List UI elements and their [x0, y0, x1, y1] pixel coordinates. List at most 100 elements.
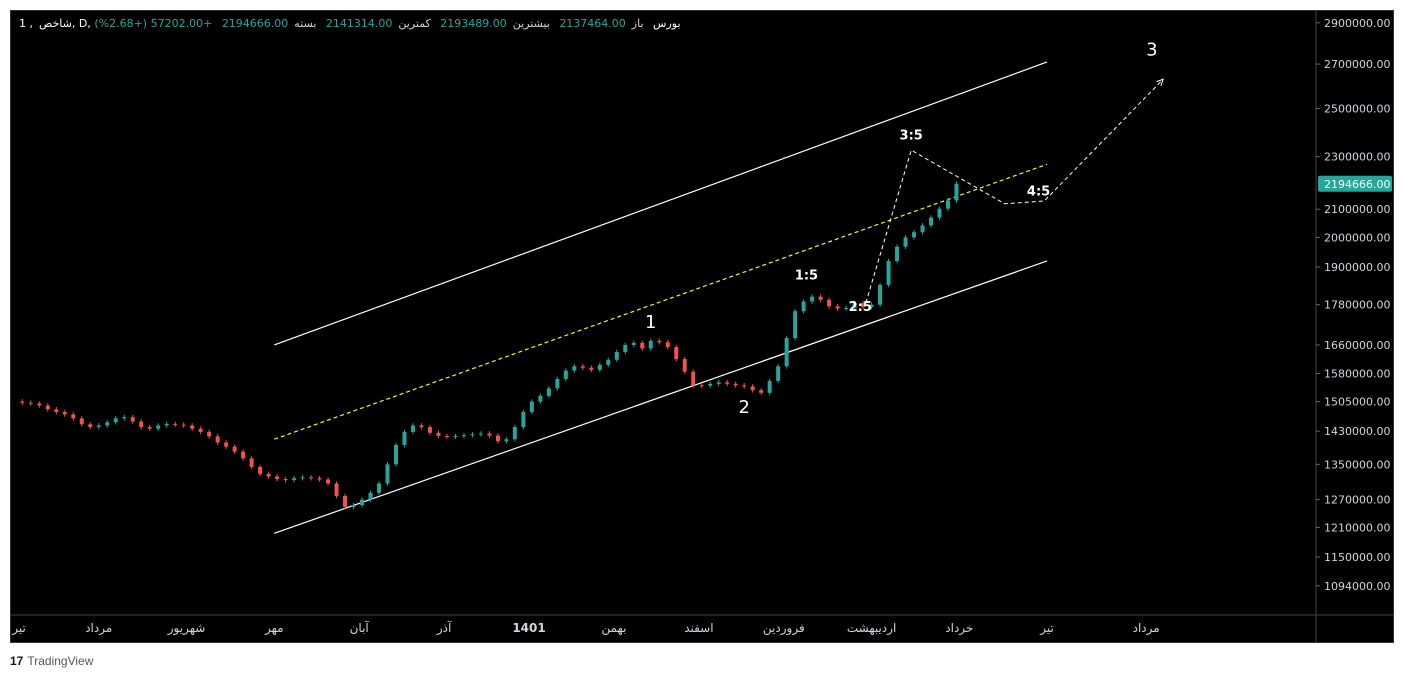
candle-body	[878, 284, 883, 305]
candle-body	[691, 371, 696, 386]
projection-path	[865, 78, 1164, 303]
open-value: 2137464.00	[559, 17, 626, 30]
candle-body	[580, 366, 585, 368]
candle-body	[71, 414, 76, 419]
candle-body	[793, 311, 798, 339]
candle-body	[377, 483, 382, 493]
wave-label: 4:5	[1027, 185, 1050, 200]
channel-lower-line	[274, 260, 1048, 534]
wave-label: 3	[1146, 40, 1157, 61]
close-label: بسته	[294, 17, 317, 30]
candle-body	[122, 417, 127, 419]
time-tick-label: تیر	[1039, 621, 1054, 636]
candle-body	[164, 423, 169, 426]
price-tick-label: 1505000.00	[1324, 396, 1390, 409]
candle-body	[436, 432, 441, 436]
candle-body	[45, 405, 50, 410]
price-tick-label: 1580000.00	[1324, 368, 1390, 381]
price-tick-label: 1350000.00	[1324, 458, 1390, 471]
price-tick-label: 2100000.00	[1324, 203, 1390, 216]
candle-body	[487, 433, 492, 436]
candle-body	[945, 200, 950, 209]
last-price-label: 2194666.00	[1324, 178, 1390, 191]
symbol-name[interactable]: 1 ,	[19, 17, 33, 30]
candle-body	[96, 425, 101, 428]
price-tick-label: 1094000.00	[1324, 580, 1390, 593]
candle-body	[368, 492, 373, 500]
candle-body	[665, 342, 670, 348]
candle-body	[275, 476, 280, 480]
candle-body	[827, 299, 832, 307]
candle-body	[708, 383, 713, 386]
candle-body	[810, 296, 815, 302]
chart-frame[interactable]: 1 2 1:5 2:5 3:5 4:5 3 2900000.00 2700000.00 25000…	[10, 10, 1394, 643]
candle-body	[402, 431, 407, 446]
candle-body	[232, 446, 237, 452]
candle-body	[283, 479, 288, 481]
candle-body	[241, 451, 246, 459]
candle-body	[351, 505, 356, 507]
time-tick-label: مهر	[264, 621, 284, 636]
candle-body	[614, 351, 619, 360]
close-value: 2194666.00	[221, 17, 289, 30]
candle-body	[215, 436, 220, 443]
time-tick-label: آذر	[436, 620, 452, 636]
time-tick-label: تیر	[11, 621, 26, 636]
brand-name[interactable]: TradingView	[27, 654, 94, 668]
price-tick-label: 1660000.00	[1324, 339, 1390, 352]
candle-body	[419, 425, 424, 428]
candle-body	[173, 423, 178, 425]
time-tick-label: آبان	[350, 620, 370, 635]
candle-body	[504, 439, 509, 442]
time-tick-label: 1401	[512, 621, 545, 635]
candle-body	[725, 382, 730, 384]
candle-body	[37, 403, 42, 406]
candle-body	[682, 359, 687, 372]
time-tick-label: مرداد	[85, 621, 112, 636]
candle-body	[317, 478, 322, 480]
candle-body	[461, 435, 466, 437]
candle-body	[954, 183, 959, 201]
time-tick-label: شهریور	[167, 621, 206, 636]
candle-body	[929, 217, 934, 226]
candle-body	[427, 427, 432, 433]
open-label: باز	[631, 17, 644, 30]
candle-body	[147, 427, 152, 429]
candle-body	[886, 260, 891, 285]
candle-body	[139, 421, 144, 428]
tradingview-logo-icon[interactable]: 17	[10, 654, 24, 668]
price-chart[interactable]: 1 2 1:5 2:5 3:5 4:5 3 2900000.00 2700000.00 25000…	[11, 11, 1393, 642]
channel-middle-line	[274, 163, 1048, 440]
candle-body	[521, 412, 526, 428]
candle-body	[852, 303, 857, 308]
projection-arrowhead	[1156, 78, 1164, 87]
candle-body	[512, 427, 517, 440]
candle-body	[861, 303, 866, 307]
price-tick-label: 1210000.00	[1324, 522, 1390, 535]
candle-body	[733, 383, 738, 386]
candle-body	[538, 395, 543, 402]
candle-body	[657, 340, 662, 343]
candle-body	[181, 424, 186, 426]
candle-body	[258, 466, 263, 474]
time-tick-label: فروردین	[763, 621, 805, 636]
candle-body	[410, 425, 415, 432]
candle-body	[631, 342, 636, 345]
channel-upper-line	[274, 61, 1048, 346]
symbol-title[interactable]: شاخص, D, بورس	[39, 17, 681, 30]
wave-label: 2	[738, 397, 749, 418]
candle-body	[495, 435, 500, 442]
wave-label: 2:5	[849, 300, 872, 315]
price-tick-label: 2900000.00	[1324, 17, 1390, 30]
candle-body	[470, 434, 475, 436]
candle-body	[28, 402, 33, 404]
candle-body	[130, 417, 135, 422]
wave-label: 1:5	[795, 268, 818, 283]
wave-label: 3:5	[900, 128, 923, 143]
candle-body	[606, 359, 611, 365]
time-tick-label: اردیبهشت	[847, 621, 896, 636]
price-tick-label: 1150000.00	[1324, 551, 1390, 564]
candle-body	[895, 246, 900, 261]
candle-body	[623, 344, 628, 352]
symbol-legend: 1 , شاخص, D, بورس باز 2137464.00 بیشترین 21…	[19, 15, 687, 33]
